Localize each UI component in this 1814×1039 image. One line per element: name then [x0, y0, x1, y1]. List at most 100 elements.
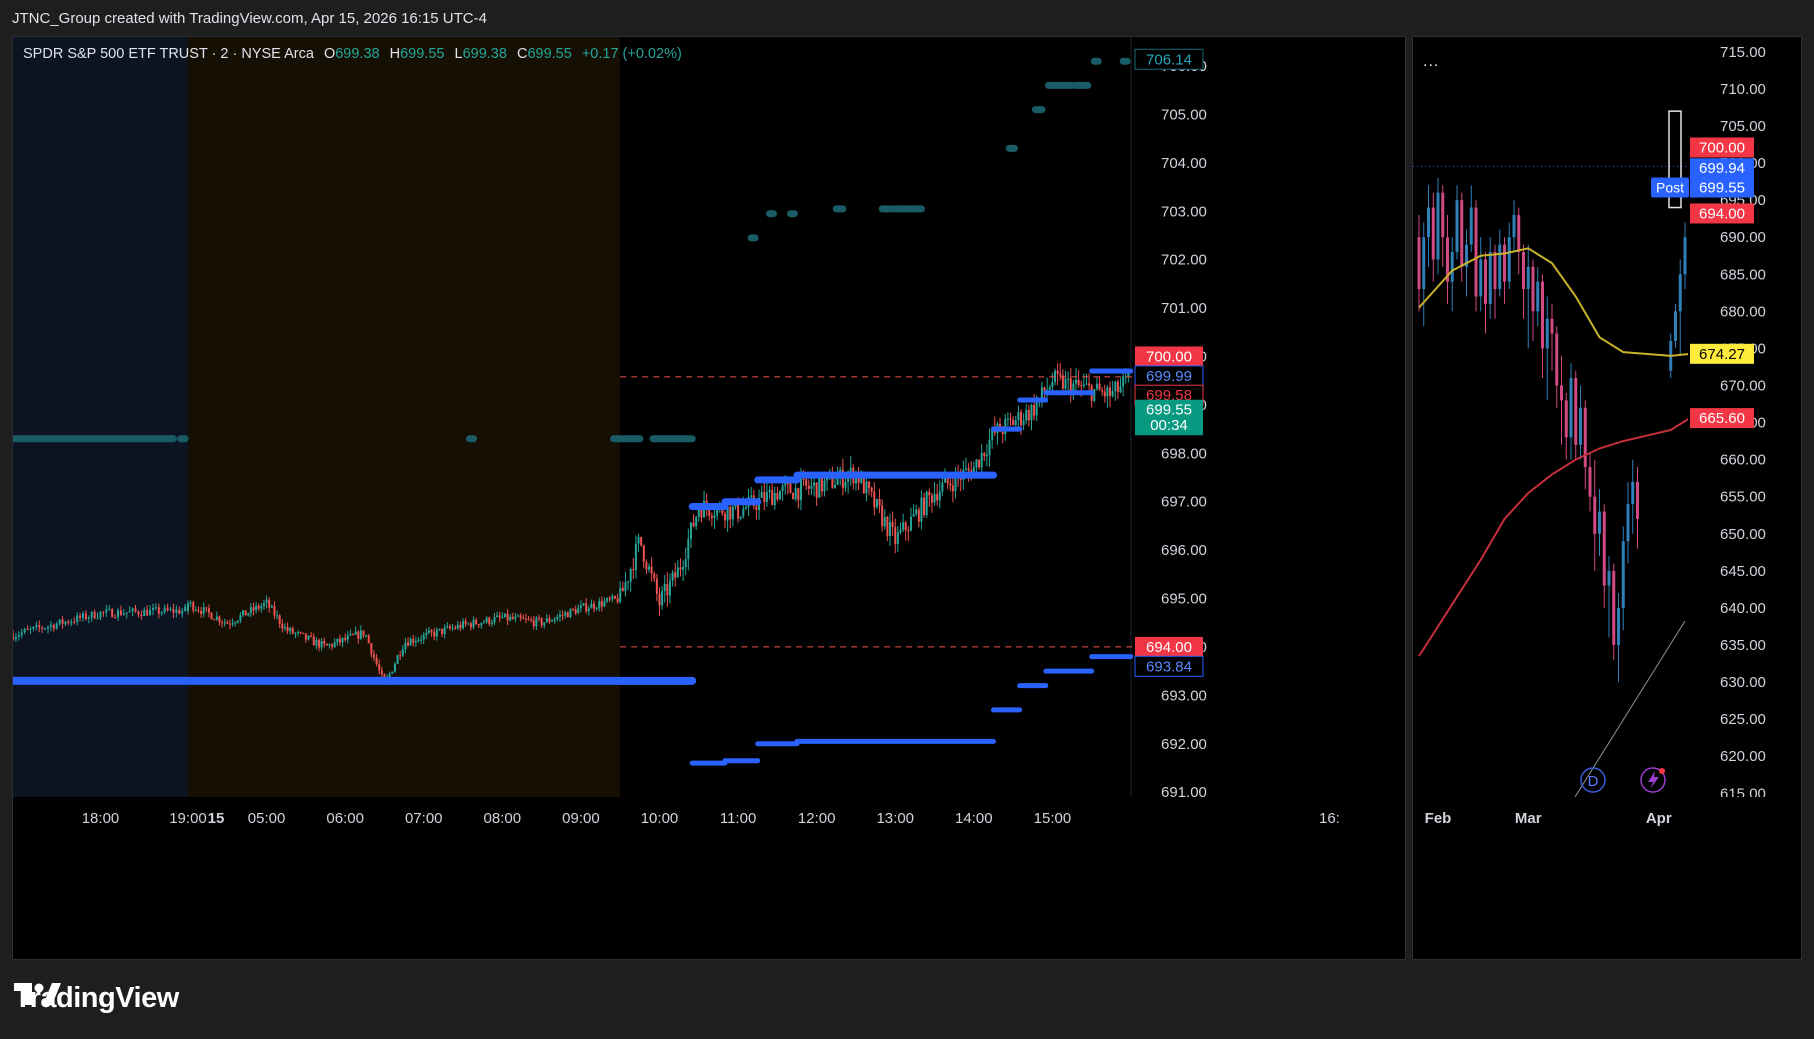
candle-body	[375, 657, 378, 665]
candle-body	[472, 619, 475, 628]
candle-body	[773, 493, 776, 506]
candle-body	[299, 632, 302, 634]
price-label: 699.99	[1134, 365, 1204, 387]
earnings-icon-dot	[1659, 768, 1665, 774]
candle-body	[988, 439, 991, 455]
candle-body	[805, 479, 808, 486]
more-menu-icon[interactable]: ...	[1423, 53, 1440, 70]
candle-body	[985, 454, 988, 457]
daily-price-tick-label: 705.00	[1720, 118, 1766, 135]
candle-body	[1085, 383, 1088, 385]
candle-body	[270, 606, 273, 608]
daily-candle-body	[1465, 244, 1468, 267]
candle-body	[433, 632, 436, 637]
candle-body	[184, 606, 187, 611]
candle-body	[341, 637, 344, 643]
candle-body	[122, 613, 125, 615]
candle-body	[868, 481, 871, 489]
candle-body	[731, 506, 734, 520]
daily-price-labels: 700.00 699.94 699.55 694.00 674.27 665.60	[1690, 137, 1754, 429]
candle-body	[268, 599, 271, 608]
legend-low-label: L	[454, 46, 463, 62]
candle-body	[938, 491, 941, 501]
daily-candle-body	[1574, 378, 1578, 445]
price-tick-label: 692.00	[1161, 736, 1207, 753]
candle-body	[538, 617, 541, 619]
daily-chart-pane[interactable]: 615.00 620.00 625.00 630.00 635.00 640.00 645.…	[1412, 36, 1802, 960]
candle-body	[975, 459, 978, 468]
candle-body	[482, 622, 485, 624]
daily-candle-body	[1455, 200, 1459, 253]
candle-body	[1059, 373, 1062, 376]
daily-candle-body	[1522, 252, 1525, 290]
daily-candle-body	[1683, 237, 1687, 275]
candle-body	[496, 615, 499, 617]
candle-body	[1043, 387, 1046, 393]
candle-body	[14, 636, 17, 640]
price-tick-label: 704.00	[1161, 155, 1207, 172]
candle-body	[32, 626, 35, 629]
time-tick-label: 13:00	[876, 810, 914, 827]
candle-body	[585, 603, 588, 612]
candle-body	[590, 603, 593, 609]
legend-symbol[interactable]: SPDR S&P 500 ETF TRUST · 2 · NYSE Arca	[23, 46, 314, 62]
candle-body	[35, 625, 38, 627]
candle-body	[912, 514, 915, 517]
daily-candle-body	[1417, 237, 1421, 290]
price-label: 706.14	[1134, 48, 1204, 70]
candle-body	[404, 642, 407, 650]
daily-price-tick-label: 645.00	[1720, 563, 1766, 580]
candle-body	[613, 595, 616, 599]
daily-candle-body	[1474, 207, 1478, 297]
candle-body	[692, 522, 695, 527]
intraday-chart-canvas[interactable]: 691.00 692.00 693.00 694.00 695.00 696.00 697.…	[13, 37, 1405, 959]
candle-body	[983, 452, 986, 457]
candle-body	[611, 595, 614, 600]
candle-body	[603, 601, 606, 607]
price-label: 699.55	[1135, 399, 1203, 420]
candle-body	[218, 616, 221, 623]
candle-body	[813, 482, 816, 486]
price-label-text: 693.84	[1146, 658, 1192, 675]
candle-body	[663, 584, 666, 592]
time-tick-label: 14:00	[955, 810, 993, 827]
candle-body	[388, 673, 391, 678]
candle-body	[333, 642, 336, 647]
candle-body	[653, 573, 656, 579]
candle-body	[281, 623, 284, 629]
earnings-icon[interactable]	[1640, 767, 1666, 793]
candle-body	[380, 670, 383, 675]
session-overnight-band	[13, 37, 188, 797]
daily-chart-canvas[interactable]: 615.00620.00625.00630.00635.00640.00645.…	[1413, 37, 1801, 959]
candle-body	[1067, 378, 1070, 380]
header-attribution: JTNC_Group created with TradingView.com,…	[12, 10, 487, 27]
candle-body	[430, 630, 433, 633]
candle-body	[338, 638, 341, 643]
candle-body	[655, 578, 658, 594]
intraday-chart-pane[interactable]: 691.00 692.00 693.00 694.00 695.00 696.00 697.…	[12, 36, 1406, 960]
candle-body	[236, 620, 239, 623]
candle-body	[1033, 405, 1036, 416]
candle-body	[365, 635, 368, 637]
candle-body	[587, 608, 590, 612]
candle-body	[178, 609, 181, 614]
candle-body	[896, 532, 899, 545]
candle-body	[1072, 383, 1075, 395]
candle-body	[247, 613, 250, 616]
price-tick-label: 693.00	[1161, 687, 1207, 704]
dividend-icon[interactable]: D	[1580, 767, 1606, 793]
candle-body	[543, 622, 546, 626]
daily-price-label-box	[1690, 203, 1754, 224]
candle-body	[784, 483, 787, 486]
daily-price-tick-label: 625.00	[1720, 711, 1766, 728]
candle-body	[676, 567, 679, 578]
candle-body	[38, 625, 41, 628]
candle-body	[532, 620, 535, 627]
candle-body	[297, 632, 300, 634]
candle-body	[485, 617, 488, 623]
candle-body	[378, 664, 381, 671]
session-pre-market-band	[188, 37, 621, 797]
candle-body	[166, 607, 169, 611]
candle-body	[1022, 420, 1025, 426]
post-badge[interactable]: Post	[1651, 177, 1689, 198]
